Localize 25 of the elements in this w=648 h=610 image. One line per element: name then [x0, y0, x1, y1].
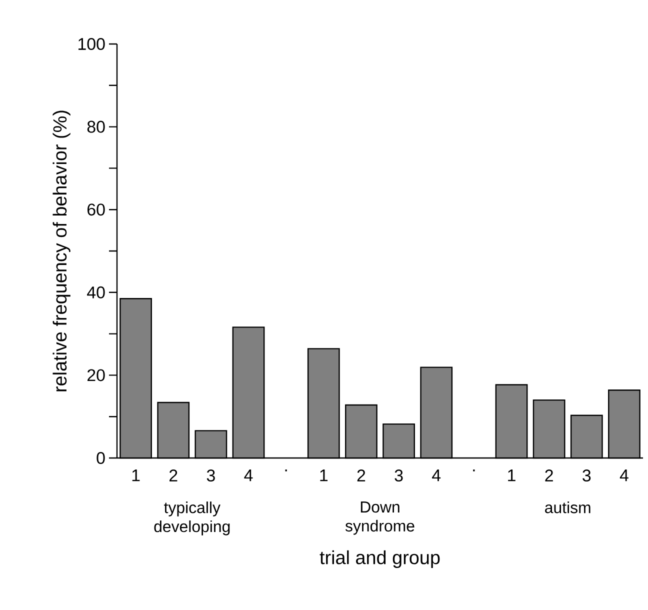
y-axis-title: relative frequency of behavior (%)	[52, 110, 70, 392]
y-tick-label: 0	[96, 452, 105, 464]
text: typically developing	[154, 502, 230, 536]
x-tick-label: 1	[320, 470, 328, 482]
text: Down syndrome	[345, 502, 414, 535]
y-tick-label: 100	[78, 38, 105, 50]
x-tick-label: 4	[432, 470, 441, 482]
x-tick-label: 4	[244, 470, 253, 482]
y-tick-label: 60	[88, 204, 105, 216]
x-tick-label: 2	[170, 470, 178, 482]
text: autism	[545, 502, 590, 514]
x-axis-title: trial and group	[320, 550, 440, 568]
x-tick-label: 3	[394, 470, 403, 482]
x-tick-label: 2	[357, 470, 366, 482]
y-tick-label: 80	[87, 120, 105, 133]
x-tick-label: 3	[582, 470, 591, 482]
x-tick-label: 4	[620, 470, 628, 482]
x-tick-label: .	[473, 470, 475, 472]
x-tick-label: 1	[508, 470, 516, 482]
y-tick-label: 20	[88, 369, 105, 382]
y-tick-label: 40	[87, 286, 105, 298]
x-tick-label: .	[285, 470, 287, 472]
x-tick-label: 1	[132, 470, 140, 482]
x-tick-label: 2	[545, 470, 553, 482]
x-tick-label: 3	[206, 470, 215, 482]
